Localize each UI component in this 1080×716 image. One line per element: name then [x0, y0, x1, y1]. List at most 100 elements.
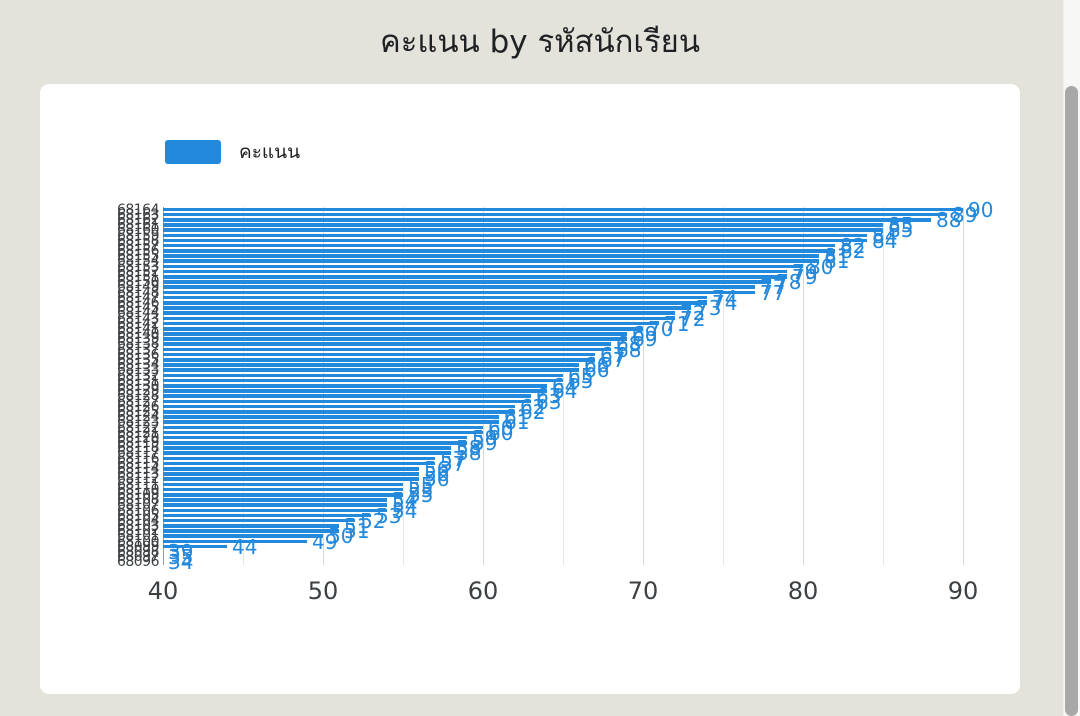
bar-fill[interactable]	[163, 503, 387, 507]
bar-fill[interactable]	[163, 477, 419, 481]
table-row[interactable]	[163, 430, 963, 435]
table-row[interactable]	[163, 223, 963, 228]
bar-fill[interactable]	[163, 259, 819, 264]
page-scrollbar-track[interactable]	[1063, 0, 1080, 716]
bar-fill[interactable]	[163, 332, 627, 336]
table-row[interactable]	[163, 337, 963, 342]
bar-fill[interactable]	[163, 487, 403, 492]
bar-fill[interactable]	[163, 347, 611, 352]
table-row[interactable]	[163, 440, 963, 445]
page-scrollbar-thumb[interactable]	[1065, 86, 1078, 716]
bar-fill[interactable]	[163, 539, 307, 544]
bar-fill[interactable]	[163, 430, 483, 435]
table-row[interactable]	[163, 477, 963, 482]
bar-fill[interactable]	[163, 389, 547, 393]
bar-fill[interactable]	[163, 529, 339, 533]
table-row[interactable]	[163, 523, 963, 528]
table-row[interactable]	[163, 228, 963, 233]
table-row[interactable]	[163, 451, 963, 456]
bar-fill[interactable]	[163, 326, 643, 331]
bar-fill[interactable]	[163, 508, 387, 513]
bar-fill[interactable]	[163, 269, 787, 274]
table-row[interactable]	[163, 274, 963, 279]
bar-fill[interactable]	[163, 544, 227, 549]
bar-fill[interactable]	[163, 243, 835, 248]
bar-fill[interactable]	[163, 368, 579, 372]
bar-fill[interactable]	[163, 352, 595, 357]
bar-fill[interactable]	[163, 409, 515, 414]
bar-fill[interactable]	[163, 254, 819, 258]
table-row[interactable]	[163, 233, 963, 238]
table-row[interactable]	[163, 466, 963, 471]
table-row[interactable]	[163, 357, 963, 362]
table-row[interactable]	[163, 487, 963, 492]
table-row[interactable]	[163, 544, 963, 549]
table-row[interactable]	[163, 482, 963, 487]
bar-fill[interactable]	[163, 295, 707, 300]
bar-fill[interactable]	[163, 404, 515, 409]
bar-fill[interactable]	[163, 249, 835, 253]
table-row[interactable]	[163, 249, 963, 254]
bar-fill[interactable]	[163, 316, 675, 321]
bar-fill[interactable]	[163, 300, 707, 305]
table-row[interactable]	[163, 264, 963, 269]
table-row[interactable]	[163, 280, 963, 285]
table-row[interactable]	[163, 285, 963, 290]
bar-fill[interactable]	[163, 518, 355, 523]
table-row[interactable]	[163, 498, 963, 503]
bar-fill[interactable]	[163, 461, 435, 466]
table-row[interactable]	[163, 254, 963, 259]
bar-fill[interactable]	[163, 482, 403, 487]
bar-fill[interactable]	[163, 207, 963, 212]
table-row[interactable]	[163, 259, 963, 264]
table-row[interactable]	[163, 534, 963, 539]
bar-fill[interactable]	[163, 456, 435, 461]
table-row[interactable]	[163, 352, 963, 357]
table-row[interactable]	[163, 461, 963, 466]
bar-fill[interactable]	[163, 264, 803, 269]
bar-fill[interactable]	[163, 363, 579, 367]
table-row[interactable]	[163, 321, 963, 326]
bar-fill[interactable]	[163, 233, 867, 238]
table-row[interactable]	[163, 326, 963, 331]
bar-fill[interactable]	[163, 472, 419, 476]
bar-fill[interactable]	[163, 306, 691, 310]
bar-fill[interactable]	[163, 373, 563, 378]
table-row[interactable]	[163, 518, 963, 523]
table-row[interactable]	[163, 472, 963, 477]
table-row[interactable]	[163, 306, 963, 311]
table-row[interactable]	[163, 269, 963, 274]
table-row[interactable]	[163, 316, 963, 321]
table-row[interactable]	[163, 456, 963, 461]
table-row[interactable]	[163, 368, 963, 373]
table-row[interactable]	[163, 342, 963, 347]
table-row[interactable]	[163, 560, 963, 565]
table-row[interactable]	[163, 207, 963, 212]
bar-fill[interactable]	[163, 311, 675, 315]
bar-fill[interactable]	[163, 441, 467, 445]
bar-fill[interactable]	[163, 467, 419, 471]
table-row[interactable]	[163, 389, 963, 394]
table-row[interactable]	[163, 332, 963, 337]
bar-fill[interactable]	[163, 498, 387, 502]
table-row[interactable]	[163, 404, 963, 409]
bar-fill[interactable]	[163, 451, 451, 456]
bar-fill[interactable]	[163, 358, 595, 362]
bar-fill[interactable]	[163, 337, 627, 341]
table-row[interactable]	[163, 492, 963, 497]
table-row[interactable]	[163, 394, 963, 399]
table-row[interactable]	[163, 217, 963, 222]
table-row[interactable]	[163, 539, 963, 544]
bar-fill[interactable]	[163, 383, 547, 388]
bar-fill[interactable]	[163, 524, 339, 528]
table-row[interactable]	[163, 378, 963, 383]
bar-fill[interactable]	[163, 425, 483, 430]
table-row[interactable]	[163, 513, 963, 518]
bar-fill[interactable]	[163, 285, 755, 289]
table-row[interactable]	[163, 373, 963, 378]
table-row[interactable]	[163, 212, 963, 217]
table-row[interactable]	[163, 243, 963, 248]
bar-fill[interactable]	[163, 446, 451, 450]
table-row[interactable]	[163, 363, 963, 368]
bar-fill[interactable]	[163, 420, 499, 424]
